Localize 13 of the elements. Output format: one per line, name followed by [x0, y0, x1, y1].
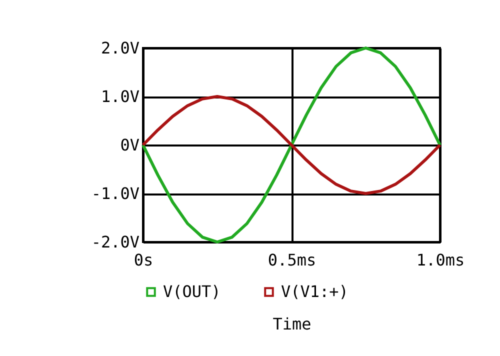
y-tick-label: 1.0V [100, 87, 140, 106]
x-axis-title: Time [272, 314, 312, 334]
y-tick-label: 2.0V [100, 38, 140, 58]
line-series [142, 95, 442, 195]
y-tick-label: -1.0V [91, 184, 140, 203]
line-series [142, 46, 442, 244]
y-tick-label: -2.0V [91, 232, 140, 252]
legend-label: V(OUT) [163, 282, 221, 301]
legend-label: V(V1:+) [281, 282, 348, 301]
x-tick-label: 0.5ms [268, 250, 316, 270]
y-tick-label: 0V [120, 136, 140, 154]
x-tick-label: 0s [134, 250, 154, 270]
x-tick-label: 1.0ms [416, 250, 465, 270]
